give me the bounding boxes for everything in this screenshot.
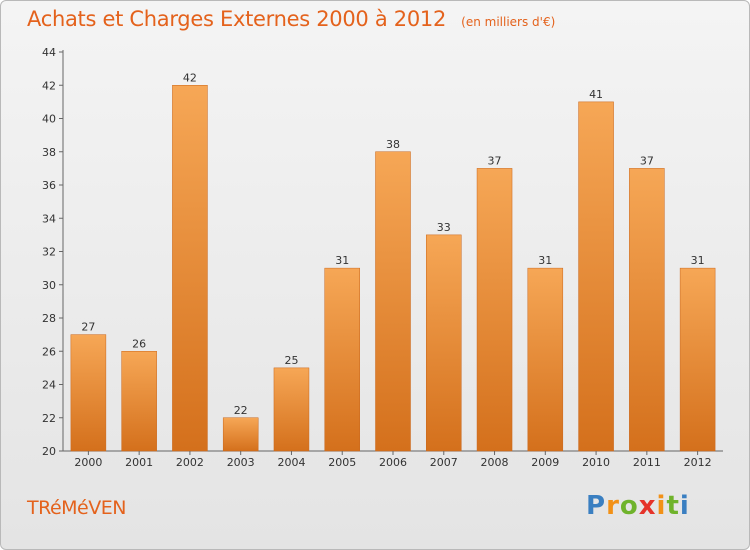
x-tick-label: 2007	[430, 456, 458, 469]
bar	[273, 367, 310, 452]
x-tick-label: 2000	[74, 456, 102, 469]
x-tick-label: 2006	[379, 456, 407, 469]
bar-value-label: 31	[335, 254, 349, 267]
y-tick-label: 42	[42, 79, 56, 92]
x-tick-label: 2009	[531, 456, 559, 469]
bar	[222, 417, 259, 452]
plot-area: 20 22 24 26 28 30 32 34 36 38 40 42 44 27 2000 26 2001 42…	[42, 46, 723, 469]
x-tick-label: 2008	[481, 456, 509, 469]
bar	[527, 267, 564, 452]
y-tick-label: 34	[42, 212, 56, 225]
y-tick-label: 28	[42, 312, 56, 325]
bar-value-label: 37	[640, 154, 654, 167]
x-tick-label: 2003	[227, 456, 255, 469]
bar	[172, 85, 208, 452]
x-tick-label: 2004	[277, 456, 305, 469]
bar-value-label: 41	[589, 88, 603, 101]
bar	[679, 267, 716, 452]
bar-value-label: 38	[386, 138, 400, 151]
bar-value-label: 42	[183, 71, 197, 84]
y-tick-label: 30	[42, 279, 56, 292]
y-tick-label: 22	[42, 412, 56, 425]
y-tick-label: 40	[42, 113, 56, 126]
bar-value-label: 31	[691, 254, 705, 267]
x-tick-label: 2001	[125, 456, 153, 469]
bar-value-label: 26	[132, 337, 146, 350]
y-tick-label: 32	[42, 246, 56, 259]
bar-value-label: 31	[538, 254, 552, 267]
y-tick-label: 38	[42, 146, 56, 159]
bar-value-label: 22	[234, 404, 248, 417]
chart-subtitle: (en milliers d'€)	[461, 15, 556, 29]
x-tick-label: 2005	[328, 456, 356, 469]
chart-title: Achats et Charges Externes 2000 à 2012	[27, 7, 447, 31]
y-tick-label: 24	[42, 379, 56, 392]
x-tick-label: 2010	[582, 456, 610, 469]
y-tick-label: 44	[42, 46, 56, 59]
bar	[121, 351, 157, 452]
x-tick-label: 2011	[633, 456, 661, 469]
bar-value-label: 27	[81, 321, 95, 334]
y-tick-label: 36	[42, 179, 56, 192]
bar	[629, 168, 665, 452]
bar	[426, 234, 462, 452]
bar	[375, 151, 411, 452]
bar-value-label: 37	[488, 154, 502, 167]
x-tick-label: 2012	[684, 456, 712, 469]
bar	[476, 168, 513, 452]
bar-value-label: 33	[437, 221, 451, 234]
x-tick-label: 2002	[176, 456, 204, 469]
bar	[70, 334, 107, 452]
bar-value-label: 25	[284, 354, 298, 367]
commune-name: TRéMéVEN	[27, 497, 126, 519]
y-tick-label: 20	[42, 445, 56, 458]
bar	[578, 101, 614, 452]
proxiti-logo: Proxiti	[586, 491, 690, 521]
bar	[324, 267, 360, 452]
y-tick-label: 26	[42, 345, 56, 358]
chart-title-block: Achats et Charges Externes 2000 à 2012 (…	[27, 7, 555, 31]
